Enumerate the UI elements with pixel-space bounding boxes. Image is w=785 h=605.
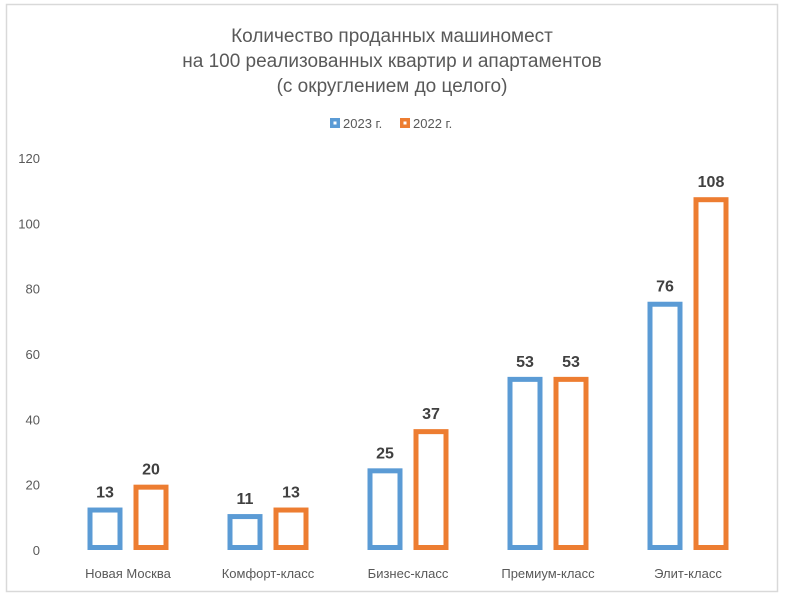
y-tick-label: 0 (33, 543, 40, 558)
x-tick-label: Новая Москва (85, 566, 171, 581)
y-tick-label: 100 (18, 216, 40, 231)
bar-2022 (693, 197, 729, 550)
bars: 13 20 11 13 25 37 53 53 76 108 (87, 174, 729, 551)
chart-title: Количество проданных машиномест на 100 ре… (182, 26, 602, 97)
data-label: 108 (698, 174, 725, 191)
legend-swatch-inner (403, 121, 407, 125)
y-tick-label: 40 (26, 412, 40, 427)
bar-2023 (227, 514, 263, 550)
x-tick-label: Комфорт-класс (222, 566, 315, 581)
legend-swatch-inner (333, 121, 337, 125)
bar-2022 (273, 507, 309, 550)
x-tick-label: Элит-класс (654, 566, 722, 581)
data-label: 53 (562, 354, 580, 371)
bar-2023 (507, 376, 543, 550)
title-line: (с округлением до целого) (277, 76, 508, 97)
bar-2022 (133, 484, 169, 550)
data-label: 76 (656, 279, 674, 296)
legend-label: 2022 г. (413, 116, 452, 131)
title-line: Количество проданных машиномест (231, 26, 553, 47)
legend-label: 2023 г. (343, 116, 382, 131)
y-tick-label: 60 (26, 347, 40, 362)
legend: 2023 г. 2022 г. (330, 116, 452, 131)
data-label: 13 (282, 485, 300, 502)
bar-2023 (87, 507, 123, 550)
y-axis: 0 20 40 60 80 100 120 (18, 151, 40, 558)
x-tick-label: Премиум-класс (501, 566, 595, 581)
y-tick-label: 120 (18, 151, 40, 166)
bar-2023 (367, 468, 403, 551)
data-label: 13 (96, 485, 114, 502)
data-label: 37 (422, 406, 440, 423)
bar-2022 (553, 376, 589, 550)
title-line: на 100 реализованных квартир и апартамен… (182, 51, 602, 72)
y-tick-label: 20 (26, 478, 40, 493)
bar-2023 (647, 301, 683, 550)
data-label: 25 (376, 445, 394, 462)
data-label: 20 (142, 462, 160, 479)
data-label: 11 (237, 491, 254, 508)
x-axis: Новая Москва Комфорт-класс Бизнес-класс Пре… (85, 566, 722, 581)
x-tick-label: Бизнес-класс (368, 566, 449, 581)
data-label: 53 (516, 354, 534, 371)
y-tick-label: 80 (26, 282, 40, 297)
bar-2022 (413, 429, 449, 550)
